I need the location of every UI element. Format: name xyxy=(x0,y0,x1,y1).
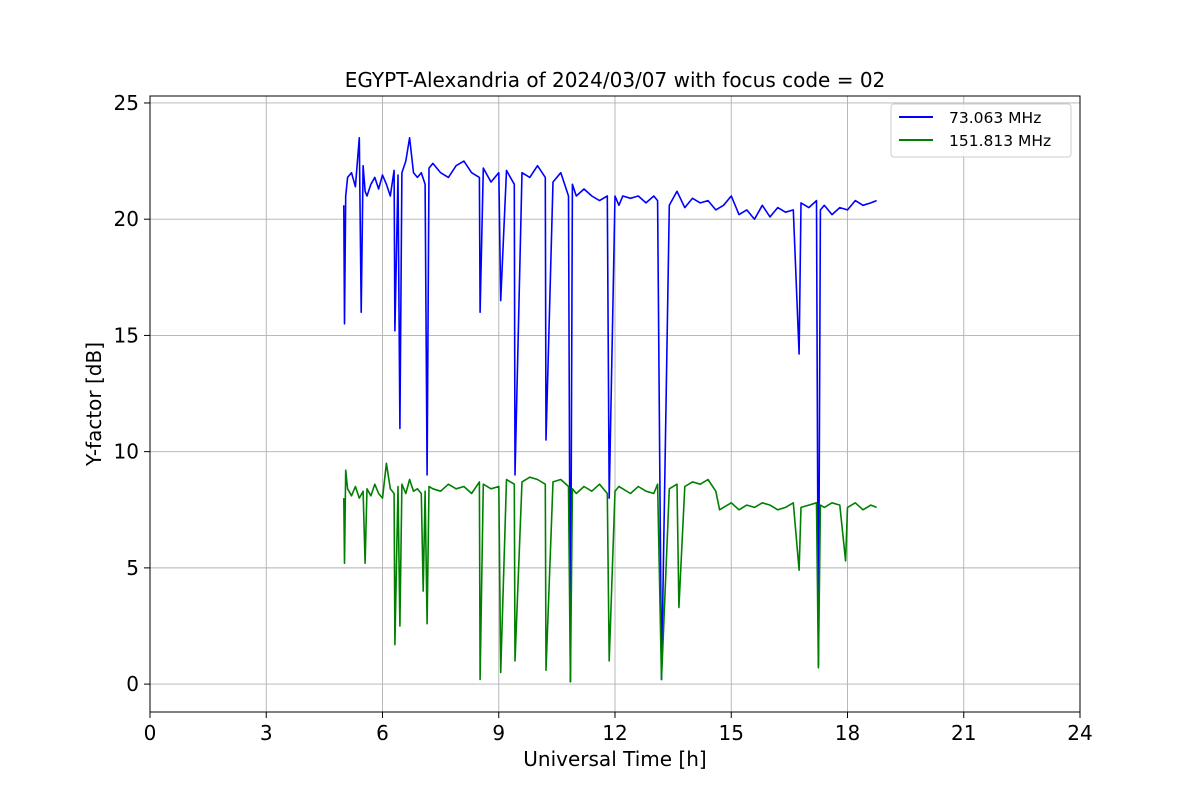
y-axis-label: Y-factor [dB] xyxy=(82,342,106,467)
y-tick-label: 25 xyxy=(114,91,139,115)
x-tick-label: 18 xyxy=(835,721,860,745)
y-tick-label: 20 xyxy=(114,207,139,231)
x-tick-label: 6 xyxy=(376,721,389,745)
x-tick-label: 12 xyxy=(602,721,627,745)
y-tick-label: 15 xyxy=(114,323,139,347)
legend: 73.063 MHz 151.813 MHz xyxy=(890,103,1072,158)
y-tick-label: 10 xyxy=(114,440,139,464)
y-tick-label: 0 xyxy=(126,672,139,696)
x-tick-label: 15 xyxy=(719,721,744,745)
x-tick-label: 0 xyxy=(144,721,157,745)
x-tick-label: 3 xyxy=(260,721,273,745)
x-tick-label: 9 xyxy=(492,721,505,745)
y-tick-label: 5 xyxy=(126,556,139,580)
tick-layer: 0 3 6 9 12 15 18 21 24 0 5 10 15 20 25 xyxy=(114,91,1093,745)
series-line-151-813 xyxy=(343,462,877,683)
x-tick-label: 24 xyxy=(1067,721,1092,745)
x-tick-label: 21 xyxy=(951,721,976,745)
legend-label-151mhz: 151.813 MHz xyxy=(949,132,1051,150)
x-axis-label: Universal Time [h] xyxy=(523,747,706,771)
series-layer xyxy=(343,137,877,683)
legend-label-73mhz: 73.063 MHz xyxy=(949,109,1041,127)
legend-box xyxy=(890,103,1072,158)
series-line-73-063 xyxy=(343,137,877,683)
chart-title: EGYPT-Alexandria of 2024/03/07 with focu… xyxy=(345,68,886,92)
